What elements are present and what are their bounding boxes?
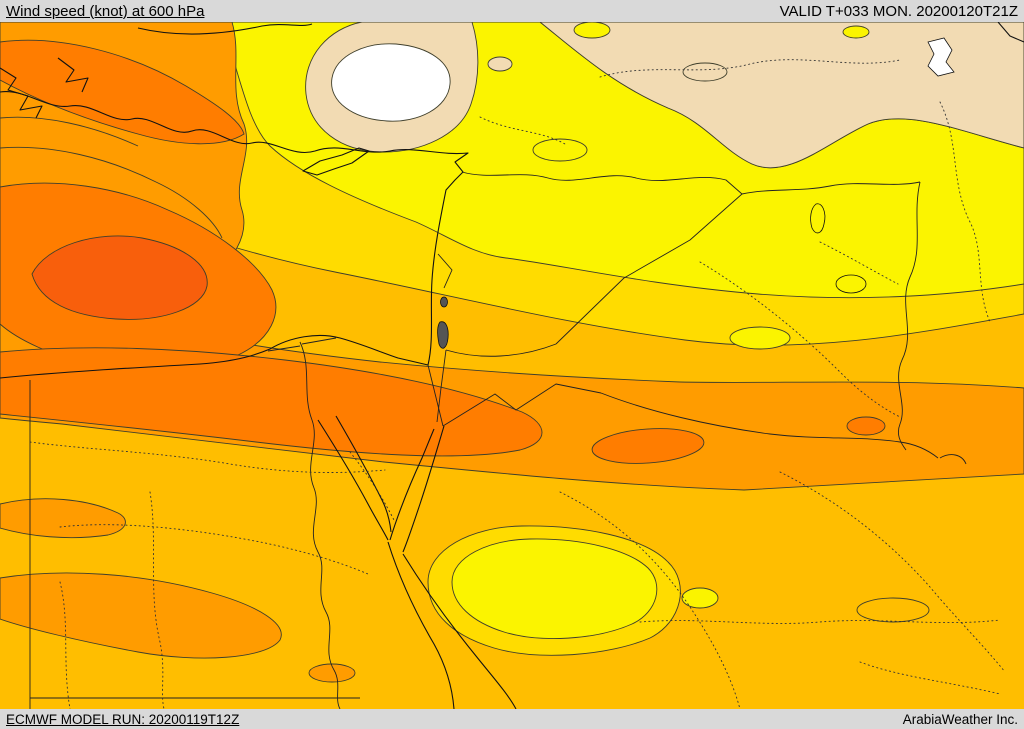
coastline-cyprus bbox=[302, 147, 370, 176]
contour-ring-yellow bbox=[532, 138, 588, 162]
dotted-line-saudi-3 bbox=[639, 619, 1001, 624]
contour-yellow-oval-east-1 bbox=[729, 326, 791, 350]
lake-razzaza bbox=[835, 274, 867, 294]
border-turkey-south bbox=[461, 171, 921, 195]
contour-yellow-oval-south-small bbox=[681, 587, 719, 609]
dotted-line-iraq-2 bbox=[819, 241, 899, 285]
coastline-blacksea bbox=[137, 23, 313, 35]
contour-orange-oval-south bbox=[308, 663, 356, 683]
contour-white-low-wind-blob bbox=[331, 43, 451, 122]
coastline-caspian-corner bbox=[997, 22, 1024, 43]
contour-ring-cream bbox=[682, 62, 728, 82]
map-title: Wind speed (knot) at 600 hPa bbox=[6, 2, 205, 20]
river-nile-delta-branch-west bbox=[267, 345, 301, 352]
dotted-line-egypt-4 bbox=[59, 581, 71, 709]
brand-label: ArabiaWeather Inc. bbox=[902, 711, 1018, 727]
contour-darkorange-oval-center bbox=[591, 428, 705, 464]
dotted-line-turkey-iran bbox=[599, 59, 901, 78]
border-iraq-saudi bbox=[600, 392, 939, 459]
contour-oval-yellow-top-1 bbox=[573, 22, 611, 39]
contour-darkorange-central-band bbox=[0, 347, 543, 457]
footer-bar: ECMWF MODEL RUN: 20200119T12Z ArabiaWeat… bbox=[0, 709, 1024, 729]
dotted-line-syria bbox=[479, 116, 566, 145]
contour-cream-topright-region bbox=[539, 22, 1024, 169]
dotted-line-iran-east bbox=[939, 101, 991, 323]
contour-orange-southwest-band bbox=[0, 572, 282, 659]
valid-time-label: VALID T+033 MON. 20200120T21Z bbox=[779, 2, 1018, 20]
contour-orange-southwest-blob bbox=[0, 498, 126, 539]
contour-oval-yellow-top-2 bbox=[842, 25, 870, 39]
dotted-line-saudi-2 bbox=[779, 471, 1006, 673]
header-bar: Wind speed (knot) at 600 hPa VALID T+033… bbox=[0, 0, 1024, 22]
contour-arc-inner-2 bbox=[0, 116, 139, 147]
lake-urmia bbox=[927, 37, 955, 77]
coastline-redsea-east bbox=[402, 553, 517, 709]
river-nile-delta-branch-east bbox=[301, 337, 337, 345]
coastline-aegean-jaggies-2 bbox=[57, 57, 89, 93]
contour-oval-cream-small bbox=[487, 56, 513, 72]
contour-arc-ring-southeast bbox=[856, 597, 930, 623]
contour-redorange-core-blob bbox=[31, 235, 208, 320]
coastline-redsea-west bbox=[387, 541, 455, 709]
dead-sea bbox=[437, 321, 449, 349]
contour-yellow-south-patch bbox=[451, 538, 658, 639]
coastline-gulf-suez-west bbox=[317, 419, 389, 541]
river-nile bbox=[299, 341, 341, 709]
lake-tharthar bbox=[810, 203, 826, 234]
coastline-gulf-suez-east bbox=[335, 415, 392, 533]
map-container bbox=[0, 22, 1024, 709]
model-run-label: ECMWF MODEL RUN: 20200119T12Z bbox=[6, 711, 240, 727]
dotted-line-egypt-1 bbox=[29, 441, 386, 473]
border-iraq-iran bbox=[897, 181, 921, 451]
border-egypt-israel bbox=[427, 364, 444, 427]
border-kuwait bbox=[939, 454, 967, 465]
contour-map-canvas bbox=[0, 22, 1024, 709]
contour-arc-inner-1 bbox=[0, 146, 223, 239]
border-syria-jordan bbox=[445, 343, 557, 357]
contour-darkorange-corner-streak bbox=[0, 39, 245, 145]
coastline-aegean-jaggies-1 bbox=[0, 67, 43, 119]
dotted-line-iraq-1 bbox=[699, 261, 901, 418]
border-jordan-valley bbox=[436, 349, 447, 423]
contour-darkorange-oval-east bbox=[846, 416, 886, 436]
coastline-egypt-levant-turkey bbox=[0, 91, 469, 379]
lake-galilee bbox=[440, 296, 448, 308]
dotted-line-sinai bbox=[349, 451, 396, 523]
coastline-gulf-aqaba-west bbox=[389, 428, 435, 541]
coastline-gulf-aqaba-east bbox=[402, 425, 445, 553]
border-syria-iraq bbox=[555, 193, 743, 345]
border-jordan-saudi bbox=[442, 383, 602, 427]
border-syria-lebanon bbox=[437, 253, 453, 289]
